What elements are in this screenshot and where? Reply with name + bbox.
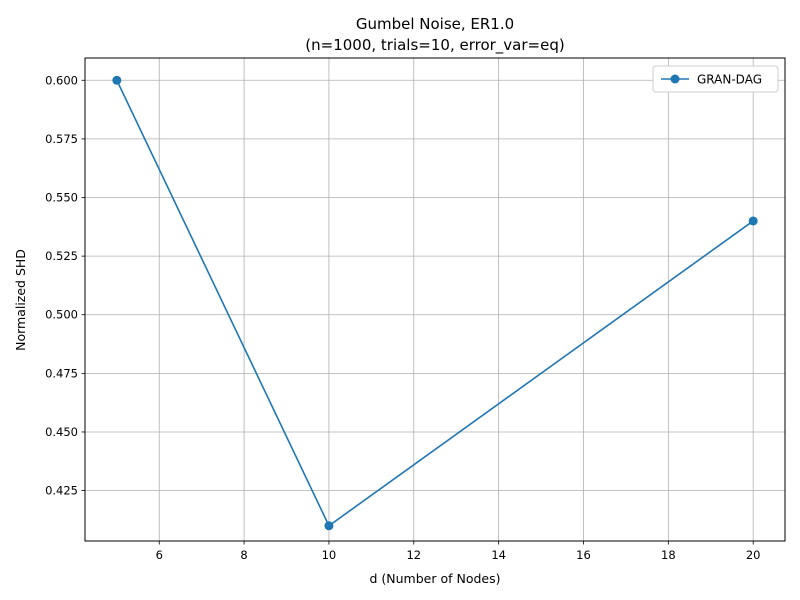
y-tick-label: 0.450	[45, 425, 78, 439]
legend: GRAN-DAG	[652, 65, 779, 93]
y-tick-label: 0.600	[45, 73, 78, 87]
plot-frame	[84, 57, 786, 542]
x-tick-label: 10	[322, 548, 337, 562]
y-tick-label: 0.475	[45, 366, 78, 380]
legend-marker-swatch	[670, 74, 680, 84]
grid	[85, 58, 785, 541]
y-tick-label: 0.550	[45, 191, 78, 205]
y-tick-label: 0.575	[45, 132, 78, 146]
x-tick-label: 16	[576, 548, 591, 562]
data-point	[112, 75, 122, 85]
x-tick-label: 18	[661, 548, 676, 562]
x-axis-label: d (Number of Nodes)	[369, 571, 500, 586]
chart-title: Gumbel Noise, ER1.0	[356, 15, 514, 33]
y-axis: 0.425 0.450 0.475 0.500 0.525 0.550 0.575 0.600	[45, 73, 85, 498]
y-axis-label: Normalized SHD	[13, 249, 28, 351]
x-tick-label: 6	[156, 548, 163, 562]
legend-label-gran-dag: GRAN-DAG	[697, 73, 762, 87]
x-tick-label: 8	[240, 548, 247, 562]
legend-box	[652, 65, 779, 93]
y-tick-label: 0.525	[45, 249, 78, 263]
x-tick-label: 20	[746, 548, 761, 562]
data-point	[324, 521, 334, 531]
x-tick-label: 12	[406, 548, 421, 562]
x-tick-label: 14	[491, 548, 506, 562]
y-tick-label: 0.500	[45, 308, 78, 322]
data-point	[748, 216, 758, 226]
x-axis: 6 8 10 12 14 16 18 20	[156, 541, 761, 562]
series-layer	[112, 75, 758, 531]
y-tick-label: 0.425	[45, 484, 78, 498]
chart-subtitle: (n=1000, trials=10, error_var=eq)	[305, 36, 564, 55]
